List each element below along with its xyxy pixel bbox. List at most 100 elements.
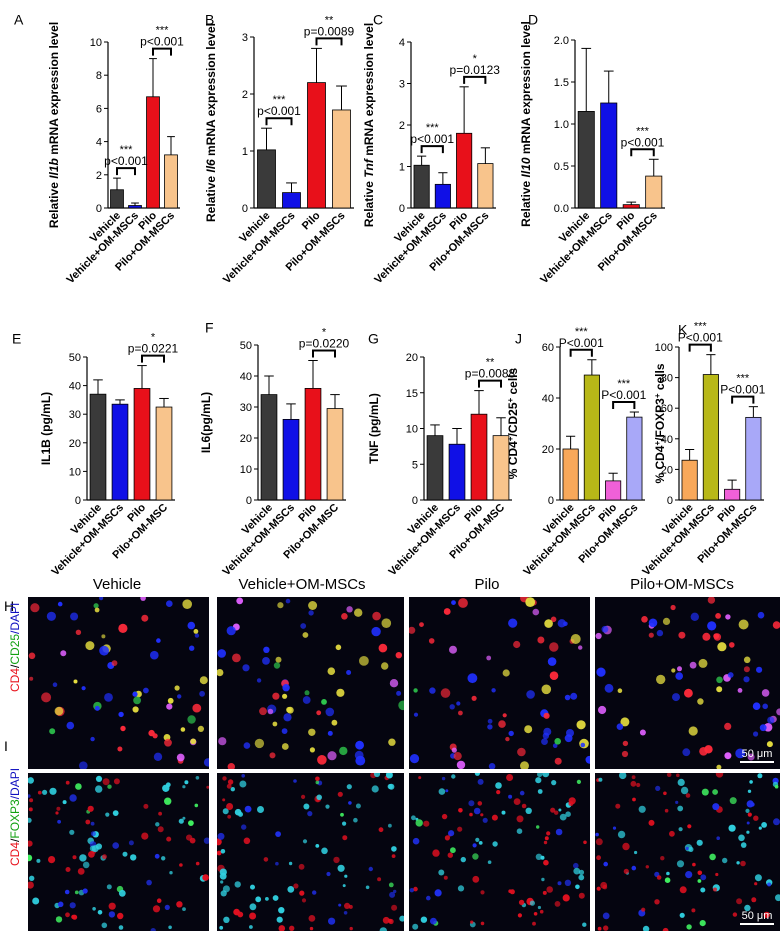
y-tick-label: 0	[399, 203, 405, 215]
cell-spot	[601, 625, 609, 633]
cell-spot	[65, 912, 70, 918]
cell-spot	[555, 828, 563, 836]
cell-spot	[87, 805, 94, 812]
cell-spot	[565, 811, 571, 817]
significance-stars: ***	[426, 122, 440, 134]
y-tick-label: 10	[406, 424, 418, 436]
significance-bracket	[688, 343, 712, 352]
cell-spot	[77, 868, 85, 875]
cell-spot	[670, 604, 676, 611]
cell-spot	[616, 723, 624, 730]
row-label-cd4-cd25-dapi: CD4/CD25/DAPI	[8, 603, 22, 692]
y-axis-label-part: cells	[506, 367, 520, 397]
bar	[155, 406, 173, 501]
cell-spot	[203, 837, 209, 844]
cell-spot	[152, 733, 158, 739]
significance-stars: **	[325, 14, 334, 26]
cell-spot	[202, 874, 209, 881]
y-tick-label: 5	[412, 459, 418, 471]
cell-spot	[634, 850, 638, 855]
cell-spot	[702, 632, 711, 641]
y-tick-label: 20	[240, 433, 252, 445]
cell-spot	[391, 854, 396, 858]
cell-spot	[554, 757, 562, 765]
cell-spot	[746, 821, 750, 825]
cell-spot	[189, 645, 195, 651]
cell-spot	[501, 810, 506, 815]
cell-spot	[583, 840, 587, 845]
cell-spot	[325, 804, 330, 809]
cell-spot	[715, 773, 724, 778]
panel-label: K	[678, 321, 688, 337]
cell-spot	[94, 607, 100, 613]
cell-spot	[222, 776, 227, 781]
cell-spot	[486, 655, 492, 661]
cell-spot	[409, 754, 420, 764]
cell-spot	[285, 598, 291, 604]
y-axis-label-part: /CD25	[506, 402, 520, 436]
cell-spot	[679, 886, 687, 894]
cell-spot	[622, 842, 630, 851]
cell-spot	[709, 853, 716, 861]
cell-spot	[576, 720, 586, 730]
cell-spot	[525, 807, 532, 814]
bar	[456, 132, 473, 209]
cell-spot	[65, 780, 70, 785]
cell-spot	[428, 638, 435, 644]
y-axis-label-part: % CD4	[653, 445, 667, 483]
row-label-part: CD4	[8, 841, 22, 866]
cell-spot	[516, 815, 524, 823]
significance-bracket	[312, 349, 336, 358]
cell-spot	[596, 886, 601, 891]
significance-stars: ***	[736, 373, 750, 385]
cell-spot	[338, 903, 342, 907]
cell-spot	[564, 694, 571, 701]
cell-spot	[28, 817, 32, 823]
cell-spot	[474, 773, 480, 776]
row-label-part: /DAPI	[8, 767, 22, 800]
cell-spot	[488, 763, 496, 769]
cell-spot	[395, 652, 402, 659]
cell-spot	[697, 698, 704, 705]
cell-spot	[648, 819, 655, 826]
cell-spot	[132, 706, 139, 713]
cell-spot	[327, 751, 337, 761]
bar	[583, 374, 600, 501]
cell-spot	[28, 794, 31, 798]
cell-spot	[281, 743, 289, 750]
y-tick-label: 0	[548, 495, 554, 507]
y-tick-label: 8	[96, 70, 102, 82]
cell-spot	[167, 697, 174, 704]
cell-spot	[302, 696, 311, 704]
cell-spot	[547, 657, 557, 666]
cell-spot	[513, 798, 521, 805]
cell-spot	[29, 798, 34, 803]
cell-spot	[69, 829, 75, 835]
cell-spot	[578, 645, 583, 650]
cell-spot	[554, 810, 559, 815]
cell-spot	[197, 725, 204, 732]
y-tick-label: 0	[75, 495, 81, 507]
cell-spot	[411, 815, 416, 821]
cell-spot	[275, 861, 279, 866]
micrograph-h-pilo	[409, 597, 590, 769]
cell-spot	[28, 854, 33, 862]
y-axis-label-part: Relative	[47, 179, 61, 228]
cell-spot	[315, 844, 320, 848]
cell-spot	[544, 836, 549, 841]
cell-spot	[303, 803, 310, 810]
cell-spot	[418, 776, 422, 780]
cell-spot	[430, 917, 437, 925]
cell-spot	[267, 708, 274, 715]
cell-spot	[654, 899, 660, 905]
cell-spot	[631, 865, 637, 871]
significance-bracket	[265, 117, 293, 126]
cell-spot	[458, 808, 463, 813]
cell-spot	[662, 927, 669, 931]
cell-spot	[174, 685, 180, 691]
cell-spot	[217, 649, 226, 658]
cell-spot	[743, 656, 751, 664]
cell-spot	[747, 812, 752, 817]
cell-spot	[517, 747, 526, 757]
panel-label: C	[373, 11, 383, 27]
